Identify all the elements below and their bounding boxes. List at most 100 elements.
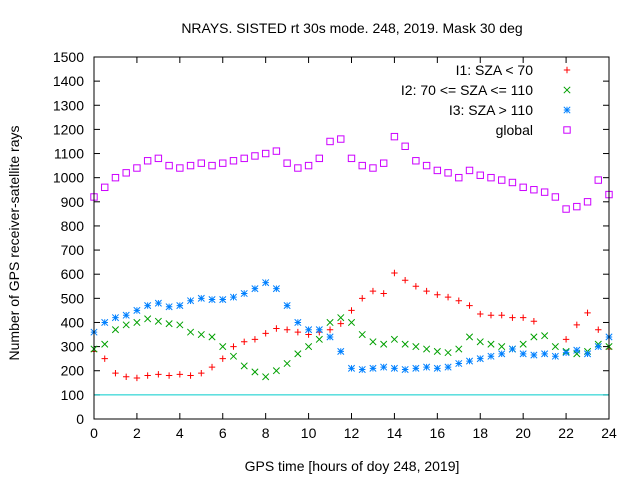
data-point-cross xyxy=(326,318,334,327)
data-point-cross xyxy=(229,352,238,360)
data-point-star xyxy=(251,285,259,293)
data-point-square xyxy=(476,171,484,179)
data-point-square xyxy=(101,183,109,192)
data-point-cross xyxy=(444,349,452,357)
x-tick-label: 4 xyxy=(176,425,184,441)
data-point-star xyxy=(583,350,592,358)
data-point-plus xyxy=(122,373,130,380)
data-point-cross xyxy=(315,335,323,343)
data-point-cross xyxy=(498,343,506,351)
y-tick-label: 700 xyxy=(61,242,85,258)
y-tick-label: 800 xyxy=(61,218,85,234)
y-tick-label: 1400 xyxy=(53,73,84,89)
data-point-plus xyxy=(198,369,205,377)
data-point-star xyxy=(283,302,291,310)
data-point-star xyxy=(154,299,162,307)
data-point-star xyxy=(455,359,463,368)
data-point-star xyxy=(133,306,141,314)
data-point-star xyxy=(465,357,474,365)
y-tick-label: 500 xyxy=(61,290,85,306)
data-point-star xyxy=(573,346,581,354)
data-point-plus xyxy=(208,363,216,371)
y-tick-label: 1100 xyxy=(54,146,84,162)
data-point-square xyxy=(315,154,324,163)
y-tick-label: 600 xyxy=(61,266,85,282)
data-point-cross xyxy=(530,333,538,341)
data-point-square xyxy=(401,142,409,150)
data-point-plus xyxy=(380,290,387,297)
data-point-square xyxy=(143,157,152,165)
data-point-square xyxy=(122,169,130,177)
y-tick-label: 1300 xyxy=(53,97,84,113)
data-point-plus xyxy=(326,326,334,333)
data-point-plus xyxy=(359,295,366,302)
data-point-square xyxy=(111,173,120,182)
data-point-cross xyxy=(208,333,216,341)
plot-frame xyxy=(93,56,610,420)
data-point-square xyxy=(551,193,560,201)
data-point-plus xyxy=(101,355,108,362)
data-point-plus xyxy=(144,372,151,379)
data-point-cross xyxy=(380,340,388,348)
data-point-star xyxy=(487,352,495,360)
data-point-star xyxy=(262,279,270,287)
data-point-star xyxy=(272,285,280,293)
data-point-cross xyxy=(101,340,109,348)
data-point-square xyxy=(530,186,538,194)
data-point-cross xyxy=(541,332,549,340)
data-point-square xyxy=(583,198,592,206)
data-point-plus xyxy=(337,320,344,327)
y-tick-label: 1200 xyxy=(53,121,84,137)
data-point-cross xyxy=(390,335,398,343)
data-point-plus xyxy=(509,314,516,321)
data-point-square xyxy=(133,164,141,172)
data-point-square xyxy=(444,169,452,177)
series-3 xyxy=(90,279,613,374)
data-point-plus xyxy=(573,321,581,329)
data-point-plus xyxy=(262,330,269,337)
data-point-square xyxy=(154,154,163,163)
legend: I1: SZA < 70 I2: 70 <= SZA <= 110 I3: SZA … xyxy=(401,62,571,138)
data-point-plus xyxy=(423,287,430,295)
data-point-plus xyxy=(348,307,355,314)
data-point-star xyxy=(122,311,130,319)
data-point-cross xyxy=(219,343,227,351)
data-point-star xyxy=(101,318,109,327)
data-point-square xyxy=(337,135,345,143)
legend-label-2: I2: 70 <= SZA <= 110 xyxy=(401,82,533,98)
data-point-square xyxy=(208,161,216,170)
data-point-square xyxy=(229,157,238,165)
data-point-star xyxy=(229,293,238,301)
data-point-square xyxy=(358,161,366,170)
data-point-square xyxy=(519,183,527,192)
data-point-plus xyxy=(444,293,452,301)
data-point-square xyxy=(465,166,474,175)
data-point-star xyxy=(165,303,173,311)
data-point-plus xyxy=(391,269,398,277)
data-point-cross xyxy=(563,86,571,94)
data-point-square xyxy=(369,164,377,172)
data-point-cross xyxy=(423,345,431,353)
legend-label-4: global xyxy=(496,122,533,138)
data-point-cross xyxy=(283,359,291,368)
data-point-cross xyxy=(111,326,120,334)
data-point-square xyxy=(251,152,259,160)
data-point-star xyxy=(380,363,388,371)
data-point-star xyxy=(498,350,506,358)
data-point-square xyxy=(347,154,356,163)
data-point-cross xyxy=(476,338,484,346)
data-point-star xyxy=(541,350,549,358)
data-point-star xyxy=(433,364,441,372)
data-point-star xyxy=(390,364,398,372)
data-point-plus xyxy=(219,355,226,362)
data-point-plus xyxy=(487,312,495,319)
data-point-cross xyxy=(305,343,313,351)
x-tick-label: 18 xyxy=(472,425,488,441)
x-axis-label: GPS time [hours of doy 248, 2019] xyxy=(245,458,460,474)
data-point-star xyxy=(412,364,420,372)
x-tick-label: 12 xyxy=(344,425,360,441)
data-point-square xyxy=(540,188,549,196)
x-tick-label: 22 xyxy=(558,425,574,441)
data-point-plus xyxy=(595,326,602,333)
